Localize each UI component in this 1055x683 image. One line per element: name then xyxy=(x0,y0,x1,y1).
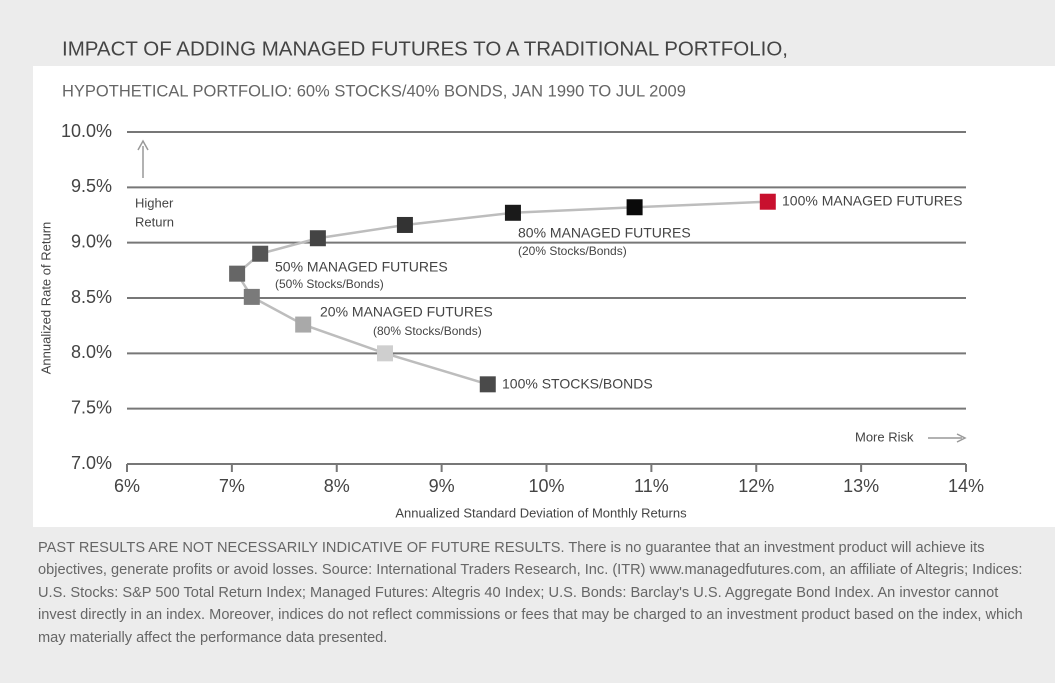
y-axis-label: Annualized Rate of Return xyxy=(38,222,53,374)
annotation: Higher xyxy=(135,195,174,210)
point xyxy=(396,216,413,233)
chart-title: IMPACT OF ADDING MANAGED FUTURES TO A TR… xyxy=(62,37,788,60)
point xyxy=(504,204,521,221)
annotation: More Risk xyxy=(855,429,914,444)
chart-card xyxy=(33,66,1055,527)
chart: IMPACT OF ADDING MANAGED FUTURES TO A TR… xyxy=(33,37,1055,527)
y-tick-label: 7.5% xyxy=(71,397,112,417)
annotation: (20% Stocks/Bonds) xyxy=(518,244,627,258)
point xyxy=(295,316,312,333)
y-tick-label: 10.0% xyxy=(61,121,112,141)
y-tick-label: 9.5% xyxy=(71,176,112,196)
x-tick-label: 11% xyxy=(634,476,669,496)
right-arrow-head xyxy=(956,433,967,443)
x-tick-label: 7% xyxy=(219,476,245,496)
arrows xyxy=(137,139,967,443)
x-axis-label: Annualized Standard Deviation of Monthly… xyxy=(395,505,687,520)
annotation: 100% MANAGED FUTURES xyxy=(782,193,962,209)
annotation: (50% Stocks/Bonds) xyxy=(275,277,384,291)
y-tick-label: 7.0% xyxy=(71,453,112,473)
point xyxy=(252,245,269,262)
annotation: Return xyxy=(135,214,174,229)
y-tick-label: 9.0% xyxy=(71,231,112,251)
x-tick-label: 14% xyxy=(948,476,984,496)
x-tick-label: 10% xyxy=(528,476,564,496)
footnote: PAST RESULTS ARE NOT NECESSARILY INDICAT… xyxy=(38,540,1023,646)
point xyxy=(376,345,393,362)
point xyxy=(309,230,326,247)
point xyxy=(243,288,260,305)
point xyxy=(626,199,643,216)
chart-subtitle: HYPOTHETICAL PORTFOLIO: 60% STOCKS/40% B… xyxy=(62,82,686,100)
annotation: 50% MANAGED FUTURES xyxy=(275,259,448,275)
point xyxy=(479,376,496,393)
annotation: 20% MANAGED FUTURES xyxy=(320,304,493,320)
up-arrow-head xyxy=(137,139,149,151)
x-tick-label: 6% xyxy=(114,476,140,496)
y-tick-label: 8.5% xyxy=(71,287,112,307)
x-tick-label: 8% xyxy=(324,476,350,496)
point xyxy=(229,265,246,282)
annotation: 100% STOCKS/BONDS xyxy=(502,376,653,392)
x-tick-label: 9% xyxy=(429,476,455,496)
annotation: 80% MANAGED FUTURES xyxy=(518,225,691,241)
point xyxy=(759,193,776,210)
annotation: (80% Stocks/Bonds) xyxy=(373,324,482,338)
x-tick-label: 12% xyxy=(738,476,774,496)
x-tick-label: 13% xyxy=(843,476,879,496)
y-tick-label: 8.0% xyxy=(71,342,112,362)
